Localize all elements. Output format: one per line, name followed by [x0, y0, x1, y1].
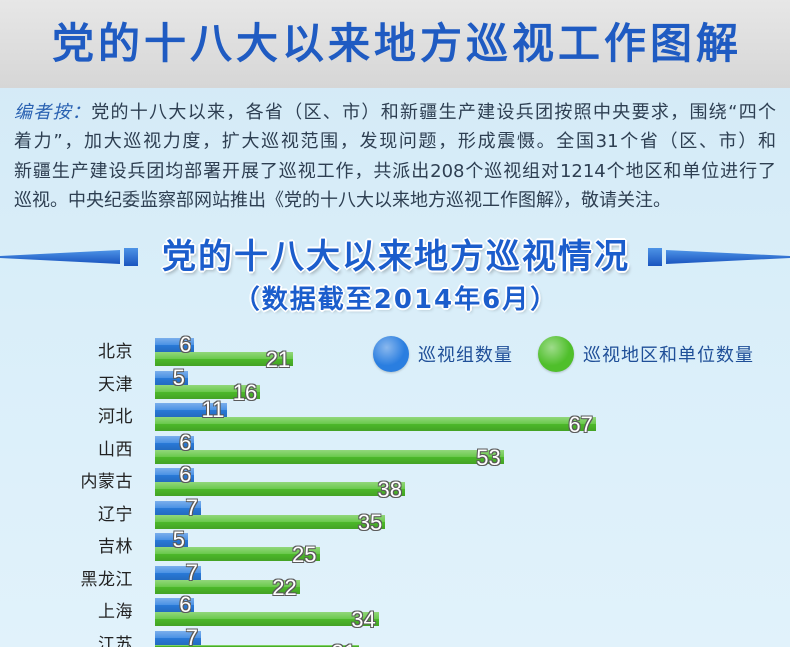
value-label-inspected-units: 35 — [357, 511, 383, 534]
value-label-inspected-units: 67 — [568, 414, 593, 436]
bar-inspection-groups — [155, 565, 202, 580]
legend-item-inspected-units: 巡视地区和单位数量 — [538, 336, 754, 372]
value-label-inspected-units: 38 — [377, 479, 403, 501]
legend-item-inspection-groups: 巡视组数量 — [373, 336, 513, 372]
value-label-inspection-groups: 5 — [172, 529, 185, 551]
value-label-inspected-units: 53 — [476, 446, 501, 469]
bar-inspection-groups — [155, 435, 195, 450]
value-label-inspection-groups: 11 — [201, 399, 225, 421]
value-label-inspection-groups: 7 — [185, 626, 199, 647]
editor-note-line: 新疆生产建设兵团均部署开展了巡视工作，共派出208个巡视组对1214个地区和单位… — [14, 160, 776, 182]
category-label: 江苏 — [98, 634, 133, 647]
title-arrow-right-icon — [648, 248, 790, 266]
bar-inspected-units — [155, 417, 596, 431]
chart-title: 党的十八大以来地方巡视情况 — [162, 237, 630, 277]
bar-inspection-groups — [155, 630, 202, 645]
bar-inspection-groups — [155, 468, 195, 482]
bar-inspected-units — [155, 352, 294, 366]
bar-inspected-units — [155, 644, 359, 647]
value-label-inspected-units: 31 — [296, 642, 355, 647]
category-label: 内蒙古 — [80, 472, 133, 492]
value-label-inspected-units: 16 — [232, 381, 258, 404]
editor-note-line: 编者按：党的十八大以来，各省（区、市）和新疆生产建设兵团按照中央要求，围绕“四个 — [14, 98, 776, 127]
chart-title-decoration — [0, 248, 790, 266]
bar-inspection-groups — [155, 338, 195, 352]
chart-subtitle: （数据截至2014年6月） — [233, 285, 559, 315]
header-banner: 党的十八大以来地方巡视工作图解 — [0, 0, 790, 88]
page-title: 党的十八大以来地方巡视工作图解 — [51, 19, 742, 68]
category-label: 山西 — [98, 439, 133, 460]
value-label-inspected-units: 34 — [351, 609, 376, 631]
value-label-inspection-groups: 6 — [179, 334, 192, 356]
category-label: 黑龙江 — [80, 569, 133, 590]
bar-inspection-groups — [155, 403, 228, 417]
category-label: 天津 — [98, 374, 133, 395]
bar-inspection-groups — [155, 370, 188, 385]
bar-inspected-units — [155, 449, 504, 464]
category-label: 河北 — [98, 407, 133, 427]
value-label-inspection-groups: 7 — [185, 496, 199, 519]
category-label: 北京 — [98, 342, 133, 362]
category-label: 辽宁 — [98, 504, 133, 525]
value-label-inspected-units: 25 — [292, 544, 317, 566]
title-arrow-left-icon — [0, 248, 138, 266]
editor-note-line: 着力”，加大巡视力度，扩大巡视范围，发现问题，形成震慑。全国31个省（区、市）和 — [14, 131, 776, 153]
value-label-inspection-groups: 6 — [179, 594, 192, 616]
value-label-inspected-units: 22 — [272, 576, 297, 599]
bar-inspected-units — [155, 384, 261, 399]
category-label: 上海 — [98, 602, 133, 622]
value-label-inspection-groups: 7 — [185, 561, 199, 584]
legend-label-inspection-groups: 巡视组数量 — [418, 345, 513, 366]
bar-inspected-units — [155, 482, 406, 496]
bar-inspected-units — [155, 612, 379, 626]
value-label-inspection-groups: 6 — [179, 464, 192, 486]
bar-inspection-groups — [155, 598, 195, 612]
bar-inspection-groups — [155, 533, 188, 547]
bar-inspected-units — [155, 579, 300, 594]
value-label-inspected-units: 21 — [265, 349, 291, 371]
value-label-inspection-groups: 6 — [179, 431, 192, 454]
legend-swatch-inspection-groups — [373, 336, 409, 372]
legend-label-inspected-units: 巡视地区和单位数量 — [583, 345, 754, 366]
bar-inspected-units — [155, 547, 320, 561]
value-label-inspection-groups: 5 — [172, 366, 185, 389]
category-label: 吉林 — [98, 537, 133, 557]
legend-swatch-inspected-units — [538, 336, 574, 372]
editor-note-line: 巡视。中央纪委监察部网站推出《党的十八大以来地方巡视工作图解》，敬请关注。 — [14, 189, 671, 211]
editor-note-text: 党的十八大以来，各省（区、市）和新疆生产建设兵团按照中央要求，围绕“四个 — [91, 102, 776, 123]
bar-inspected-units — [155, 514, 386, 529]
editor-note: 编者按：党的十八大以来，各省（区、市）和新疆生产建设兵团按照中央要求，围绕“四个… — [14, 98, 776, 215]
editor-note-label: 编者按： — [14, 102, 92, 123]
bar-inspection-groups — [155, 500, 202, 515]
